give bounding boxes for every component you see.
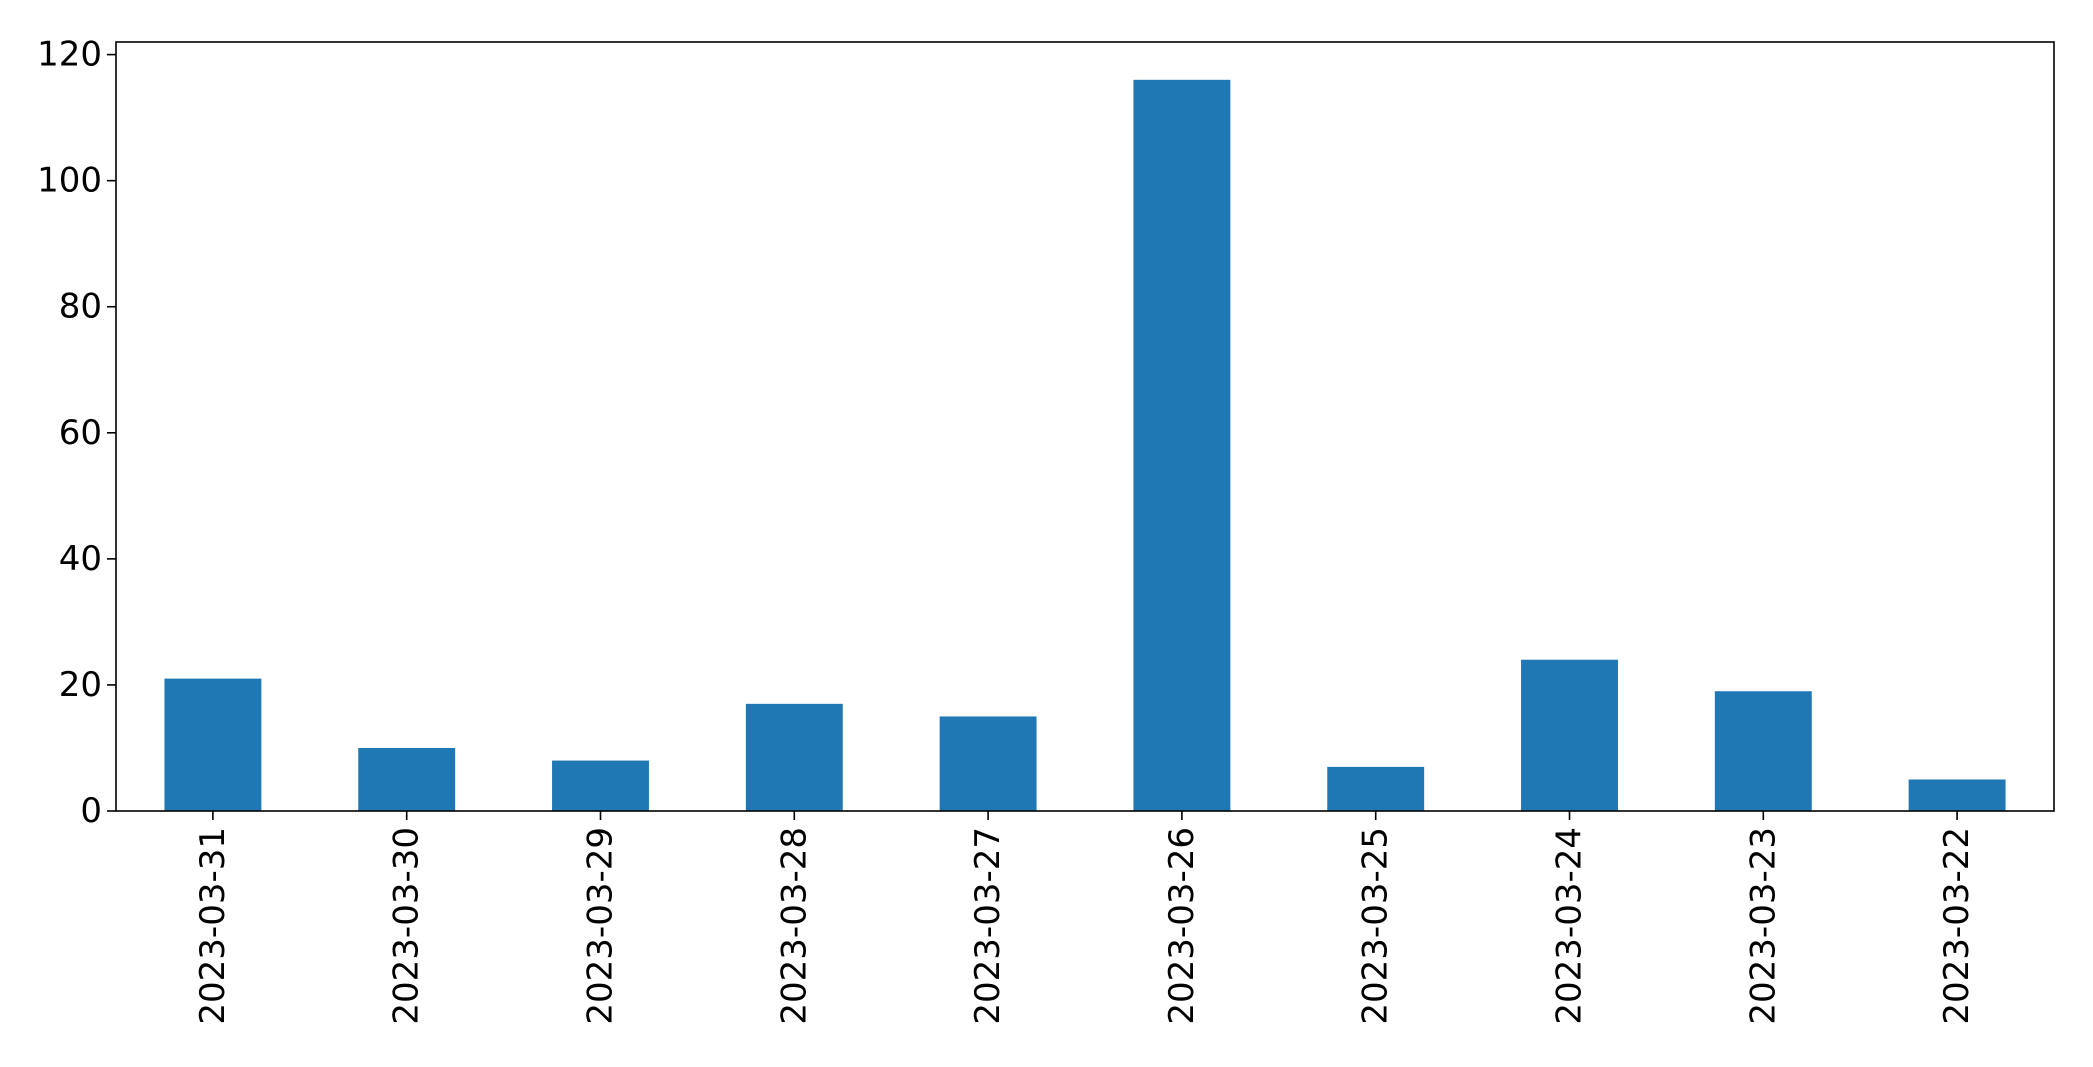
x-tick-label: 2023-03-22 [1937,827,1977,1025]
x-tick-label: 2023-03-26 [1162,827,1202,1025]
x-tick-label: 2023-03-31 [193,827,233,1025]
bar-2023-03-27 [939,716,1037,811]
bar-2023-03-26 [1133,79,1231,811]
y-tick-label: 20 [59,665,102,705]
bar-2023-03-30 [358,747,456,811]
y-axis: 0 20 40 60 80 100 120 [37,35,116,831]
bar-2023-03-24 [1521,659,1618,811]
y-tick-label: 120 [37,35,102,75]
bar-2023-03-29 [552,760,649,811]
y-tick-label: 100 [37,161,102,201]
x-tick-label: 2023-03-24 [1550,827,1590,1025]
x-tick-label: 2023-03-23 [1743,827,1783,1025]
x-tick-label: 2023-03-28 [774,827,814,1025]
y-tick-label: 60 [59,413,102,453]
bar-2023-03-28 [745,703,843,811]
bar-2023-03-22 [1908,779,2006,811]
bar-2023-03-31 [164,678,262,811]
bar-2023-03-23 [1714,691,1812,811]
bar-2023-03-25 [1327,766,1425,811]
x-tick-label: 2023-03-27 [968,827,1008,1025]
y-tick-label: 40 [59,539,102,579]
plot-frame [115,41,2055,812]
y-tick-label: 0 [80,791,102,831]
x-tick-label: 2023-03-30 [387,827,427,1025]
x-axis: 2023-03-31 2023-03-30 2023-03-29 2023-03-28… [193,811,1977,1025]
bars-layer [164,79,2006,811]
x-tick-label: 2023-03-25 [1356,827,1396,1025]
y-tick-label: 80 [59,287,102,327]
x-tick-label: 2023-03-29 [581,827,621,1025]
